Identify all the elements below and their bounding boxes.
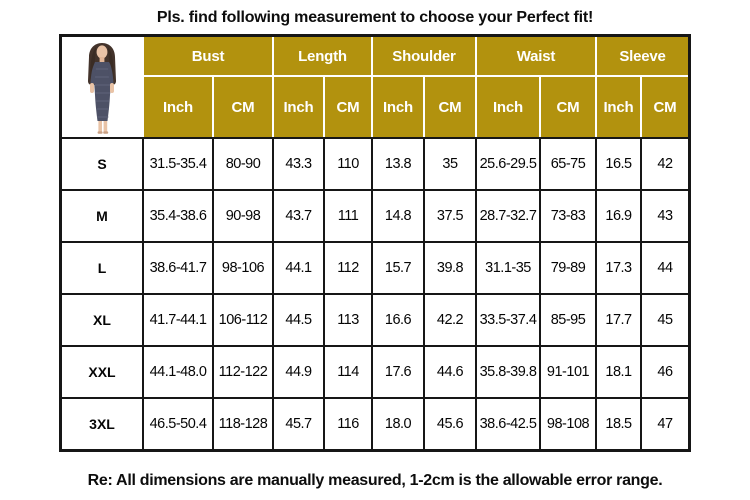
measurement-cell: 18.1: [597, 347, 640, 397]
measurement-cell: 44.1-48.0: [144, 347, 212, 397]
column-group-waist: Waist: [477, 37, 595, 75]
unit-header-length-cm: CM: [325, 77, 371, 137]
unit-header-sleeve-inch: Inch: [597, 77, 640, 137]
measurement-cell: 112: [325, 243, 371, 293]
measurement-cell: 38.6-42.5: [477, 399, 539, 449]
unit-header-sleeve-cm: CM: [642, 77, 688, 137]
size-label-cell: S: [62, 139, 142, 189]
footnote: Re: All dimensions are manually measured…: [87, 472, 663, 489]
measurement-cell: 16.5: [597, 139, 640, 189]
measurement-cell: 43.7: [274, 191, 323, 241]
measurement-cell: 111: [325, 191, 371, 241]
measurement-cell: 17.7: [597, 295, 640, 345]
measurement-cell: 114: [325, 347, 371, 397]
measurement-cell: 80-90: [214, 139, 272, 189]
product-photo: [62, 37, 142, 137]
measurement-cell: 15.7: [373, 243, 423, 293]
measurement-cell: 65-75: [541, 139, 595, 189]
page-title: Pls. find following measurement to choos…: [156, 9, 594, 26]
measurement-cell: 46: [642, 347, 688, 397]
size-label-cell: M: [62, 191, 142, 241]
measurement-cell: 17.6: [373, 347, 423, 397]
measurement-cell: 43: [642, 191, 688, 241]
measurement-cell: 28.7-32.7: [477, 191, 539, 241]
table-header: Bust Length Shoulder Waist Sleeve Inch C…: [62, 37, 688, 137]
table-body: S 31.5-35.4 80-90 43.3 110 13.8 35 25.6-…: [62, 137, 688, 449]
measurement-cell: 39.8: [425, 243, 475, 293]
measurement-cell: 31.1-35: [477, 243, 539, 293]
measurement-cell: 16.6: [373, 295, 423, 345]
measurement-cell: 35: [425, 139, 475, 189]
measurement-cell: 45.7: [274, 399, 323, 449]
measurement-cell: 98-108: [541, 399, 595, 449]
measurement-cell: 18.5: [597, 399, 640, 449]
measurement-cell: 31.5-35.4: [144, 139, 212, 189]
measurement-cell: 13.8: [373, 139, 423, 189]
size-chart-table: Bust Length Shoulder Waist Sleeve Inch C…: [59, 34, 691, 452]
measurement-cell: 43.3: [274, 139, 323, 189]
unit-header-bust-cm: CM: [214, 77, 272, 137]
measurement-cell: 44.6: [425, 347, 475, 397]
size-label-cell: XXL: [62, 347, 142, 397]
measurement-cell: 44: [642, 243, 688, 293]
measurement-cell: 18.0: [373, 399, 423, 449]
unit-header-bust-inch: Inch: [144, 77, 212, 137]
measurement-cell: 116: [325, 399, 371, 449]
measurement-cell: 46.5-50.4: [144, 399, 212, 449]
measurement-cell: 44.9: [274, 347, 323, 397]
column-group-length: Length: [274, 37, 371, 75]
size-label-cell: 3XL: [62, 399, 142, 449]
measurement-cell: 90-98: [214, 191, 272, 241]
measurement-cell: 41.7-44.1: [144, 295, 212, 345]
measurement-cell: 38.6-41.7: [144, 243, 212, 293]
size-label-cell: XL: [62, 295, 142, 345]
measurement-cell: 112-122: [214, 347, 272, 397]
measurement-cell: 113: [325, 295, 371, 345]
unit-header-shoulder-cm: CM: [425, 77, 475, 137]
measurement-cell: 44.5: [274, 295, 323, 345]
measurement-cell: 35.4-38.6: [144, 191, 212, 241]
measurement-cell: 45: [642, 295, 688, 345]
unit-header-waist-cm: CM: [541, 77, 595, 137]
column-group-bust: Bust: [144, 37, 272, 75]
measurement-cell: 17.3: [597, 243, 640, 293]
unit-header-length-inch: Inch: [274, 77, 323, 137]
measurement-cell: 85-95: [541, 295, 595, 345]
size-label-cell: L: [62, 243, 142, 293]
model-in-dress-illustration: [88, 43, 116, 134]
unit-header-shoulder-inch: Inch: [373, 77, 423, 137]
measurement-cell: 33.5-37.4: [477, 295, 539, 345]
measurement-cell: 106-112: [214, 295, 272, 345]
measurement-cell: 45.6: [425, 399, 475, 449]
measurement-cell: 79-89: [541, 243, 595, 293]
measurement-cell: 35.8-39.8: [477, 347, 539, 397]
column-group-sleeve: Sleeve: [597, 37, 688, 75]
measurement-cell: 91-101: [541, 347, 595, 397]
measurement-cell: 42: [642, 139, 688, 189]
measurement-cell: 14.8: [373, 191, 423, 241]
measurement-cell: 42.2: [425, 295, 475, 345]
measurement-cell: 118-128: [214, 399, 272, 449]
measurement-cell: 98-106: [214, 243, 272, 293]
measurement-cell: 110: [325, 139, 371, 189]
measurement-cell: 73-83: [541, 191, 595, 241]
unit-header-waist-inch: Inch: [477, 77, 539, 137]
measurement-cell: 44.1: [274, 243, 323, 293]
measurement-cell: 16.9: [597, 191, 640, 241]
measurement-cell: 37.5: [425, 191, 475, 241]
measurement-cell: 47: [642, 399, 688, 449]
column-group-shoulder: Shoulder: [373, 37, 475, 75]
measurement-cell: 25.6-29.5: [477, 139, 539, 189]
